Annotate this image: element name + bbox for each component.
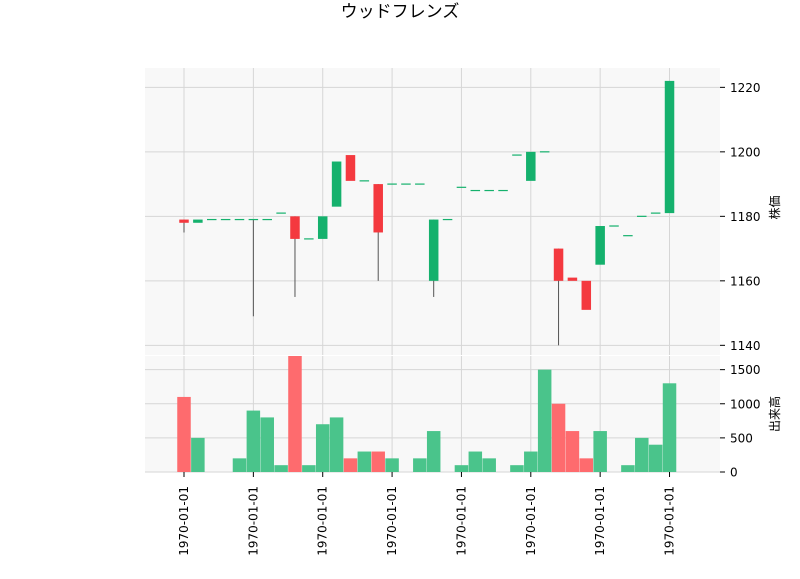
volume-bar <box>537 369 552 472</box>
candle-body <box>290 216 300 239</box>
price-tick-label: 1180 <box>730 210 761 224</box>
candle-body <box>234 218 245 221</box>
candle-body <box>637 215 647 217</box>
volume-bar <box>357 451 372 472</box>
volume-bar <box>315 424 330 472</box>
volume-bar <box>482 458 496 472</box>
volume-bar <box>191 437 205 472</box>
volume-bar <box>648 444 663 472</box>
volume-bar <box>593 431 607 472</box>
candle-body <box>484 189 494 192</box>
x-axis: 1970-01-01 1970-01-01 1970-01-01 1970-01-01… <box>177 472 677 556</box>
volume-tick-label: 500 <box>730 431 753 445</box>
volume-axis-label: 出来高 <box>767 396 782 432</box>
candle-body <box>304 238 314 240</box>
volume-bar <box>371 451 385 472</box>
volume-panel: 0 500 1000 1500 <box>145 356 761 480</box>
volume-bar <box>288 356 302 472</box>
volume-bar <box>524 451 538 472</box>
candle-body <box>193 219 203 223</box>
volume-bar <box>274 465 288 472</box>
price-panel-background <box>145 68 720 355</box>
candle-body <box>470 189 481 192</box>
volume-bar <box>426 431 441 472</box>
candle-body <box>650 212 661 214</box>
volume-bar <box>662 383 677 472</box>
volume-bar <box>565 431 580 472</box>
volume-bar <box>413 458 427 472</box>
chart-title: ウッドフレンズ <box>341 2 460 22</box>
candle-body <box>526 151 536 181</box>
volume-tick-label: 1500 <box>730 363 761 377</box>
candle-body <box>387 183 397 185</box>
candle-body <box>331 161 342 207</box>
volume-bar <box>635 437 649 472</box>
x-tick-label: 1970-01-01 <box>663 486 677 556</box>
volume-bar <box>329 417 344 472</box>
price-tick-label: 1140 <box>730 339 761 353</box>
x-tick-label: 1970-01-01 <box>454 486 468 556</box>
candle-body <box>512 154 522 156</box>
volume-bar <box>260 417 274 472</box>
candle-body <box>415 183 425 185</box>
candle-body <box>623 235 633 237</box>
candle-body <box>220 218 231 221</box>
volume-bar <box>468 451 483 472</box>
x-tick-label: 1970-01-01 <box>385 486 399 556</box>
volume-tick-label: 0 <box>730 466 738 480</box>
candle-body <box>179 219 189 223</box>
candle-body <box>553 248 564 281</box>
candle-body <box>262 218 272 221</box>
volume-bar <box>385 458 399 472</box>
volume-bar <box>579 458 594 472</box>
candle-body <box>206 218 217 221</box>
volume-bar <box>510 465 524 472</box>
candle-body <box>317 216 328 239</box>
candle-body <box>373 184 383 233</box>
volume-bar <box>454 465 469 472</box>
volume-bar <box>302 465 316 472</box>
candle-body <box>539 151 550 153</box>
x-tick-label: 1970-01-01 <box>524 486 538 556</box>
candle-body <box>664 80 675 214</box>
candle-body <box>595 226 605 265</box>
candle-body <box>498 189 508 192</box>
price-axis-label: 株価 <box>767 195 782 219</box>
candle-body <box>276 212 286 214</box>
candle-body <box>581 280 592 310</box>
candle-body <box>609 225 619 227</box>
volume-tick-label: 1000 <box>730 397 761 411</box>
x-tick-label: 1970-01-01 <box>246 486 260 556</box>
price-tick-label: 1160 <box>730 274 761 288</box>
candle-body <box>401 183 411 185</box>
volume-bar <box>343 458 358 472</box>
candle-body <box>359 180 370 182</box>
x-tick-label: 1970-01-01 <box>316 486 330 556</box>
candle-body <box>248 218 259 221</box>
x-tick-label: 1970-01-01 <box>593 486 607 556</box>
candle-body <box>345 155 356 181</box>
price-tick-label: 1220 <box>730 81 761 95</box>
price-panel: 1140 1160 1180 1200 1220 <box>145 68 761 355</box>
candle-body <box>428 219 439 281</box>
volume-bar <box>177 396 191 472</box>
x-tick-label: 1970-01-01 <box>177 486 191 556</box>
volume-bar <box>246 410 261 472</box>
candle-body <box>456 186 467 188</box>
price-tick-label: 1200 <box>730 145 761 159</box>
candle-body <box>567 277 578 281</box>
volume-bar <box>621 465 635 472</box>
volume-bar <box>232 458 247 472</box>
candle-body <box>442 218 453 221</box>
volume-bar <box>551 403 566 472</box>
